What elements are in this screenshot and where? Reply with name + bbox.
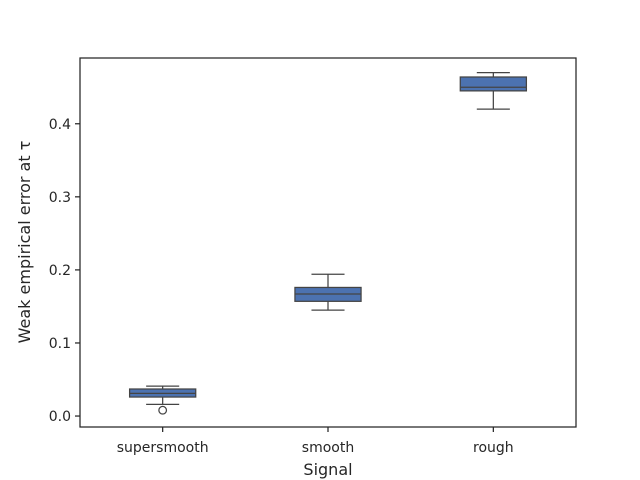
outlier-point: [158, 405, 168, 415]
plot-marks: [128, 71, 528, 415]
x-tick-label: smooth: [302, 440, 354, 456]
y-tick-label: 0.1: [49, 336, 71, 352]
y-axis: 0.0 0.1 0.2 0.3 0.4: [49, 117, 80, 425]
y-tick-label: 0.3: [49, 190, 71, 206]
x-tick-label: rough: [473, 440, 514, 456]
box-supersmooth: [128, 385, 197, 415]
box-smooth: [294, 273, 362, 311]
box-rough: [459, 71, 528, 110]
y-axis-label: Weak empirical error at τ: [15, 141, 34, 344]
x-axis-label: Signal: [303, 460, 352, 479]
y-tick-label: 0.0: [49, 409, 71, 425]
y-tick-label: 0.4: [49, 117, 71, 133]
plot-frame: [79, 57, 577, 428]
x-tick-label: supersmooth: [117, 440, 209, 456]
x-axis: supersmooth smooth rough: [117, 427, 514, 456]
box-iqr: [459, 76, 528, 92]
y-tick-label: 0.2: [49, 263, 71, 279]
